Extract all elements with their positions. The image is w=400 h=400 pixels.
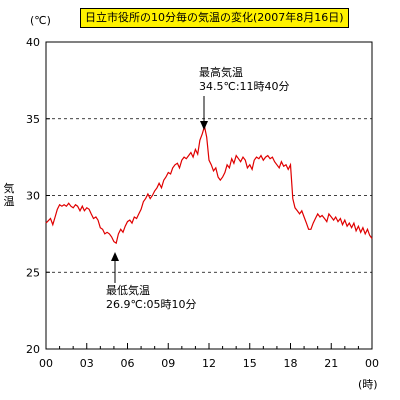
x-tick-label: 15 [243,357,257,370]
chart-title: 日立市役所の10分毎の気温の変化(2007年8月16日) [80,8,349,28]
y-tick-label: 30 [26,190,40,203]
max-annotation-value: 34.5℃:11時40分 [199,80,290,93]
y-axis-label-char: 温 [3,195,15,208]
plot-frame [45,41,373,350]
min-arrow [111,252,119,283]
min-annotation: 最低気温 26.9℃:05時10分 [106,284,197,312]
x-tick-label: 00 [365,357,379,370]
x-unit-label: (時) [358,378,378,391]
y-axis-label-char: 気 [3,182,15,195]
x-tick-label: 09 [161,357,175,370]
y-tick-label: 25 [26,266,40,279]
grid-layer [46,118,372,273]
y-tick-label: 40 [26,36,40,49]
y-unit-label: (℃) [30,14,51,27]
temperature-line [45,126,373,245]
x-tick-label: 00 [39,357,53,370]
tick-layer [45,41,373,350]
x-tick-label: 18 [284,357,298,370]
y-tick-label: 20 [26,343,40,356]
max-annotation-label: 最高気温 [199,66,243,79]
x-tick-label: 06 [121,357,135,370]
max-arrow [200,96,208,130]
min-annotation-label: 最低気温 [106,284,150,297]
y-tick-labels: 20 25 30 35 40 [26,36,40,356]
x-tick-label: 21 [324,357,338,370]
x-tick-labels: 00 03 06 09 12 15 18 21 00 [39,357,379,370]
y-axis-label: 気温 [2,182,16,208]
max-annotation: 最高気温 34.5℃:11時40分 [199,66,290,94]
y-tick-label: 35 [26,113,40,126]
x-tick-label: 03 [80,357,94,370]
x-tick-label: 12 [202,357,216,370]
min-annotation-value: 26.9℃:05時10分 [106,298,197,311]
